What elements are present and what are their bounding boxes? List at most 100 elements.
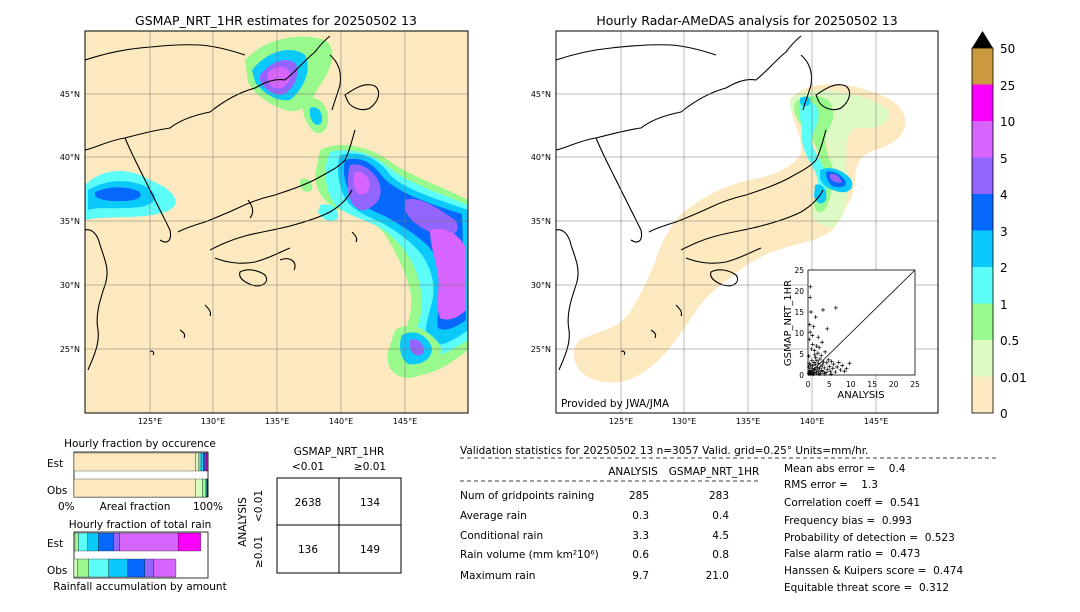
scatter-point <box>835 365 840 370</box>
fraction-bar-segment <box>203 452 205 472</box>
scatter-xtick-0: 0 <box>806 380 811 389</box>
validation-row-volume: Rain volume (mm km²10⁶) 0.6 0.8 <box>460 549 729 561</box>
right-lat-labels: 45°N 40°N 35°N 30°N 25°N <box>531 90 551 354</box>
cb-label-25: 25 <box>1000 79 1015 93</box>
cb-label-0.01: 0.01 <box>1000 371 1027 385</box>
scatter-point <box>808 330 813 335</box>
cb-label-0.5: 0.5 <box>1000 334 1019 348</box>
scatter-point <box>817 366 822 371</box>
scatter-point <box>811 360 816 365</box>
left-lon-145: 145°E <box>393 417 417 426</box>
scatter-ytick-10: 10 <box>794 329 804 338</box>
scatter-xlabel: ANALYSIS <box>837 390 884 401</box>
scatter-ytick-20: 20 <box>794 287 804 296</box>
scatter-point <box>807 322 812 327</box>
scatter-point <box>816 361 821 366</box>
score-hk: Hanssen & Kuipers score = 0.474 <box>784 565 963 577</box>
scatter-ytick-0: 0 <box>799 371 804 380</box>
contingency-side-label: ANALYSIS <box>237 497 249 547</box>
validation-row-gsmap: 21.0 <box>706 570 729 582</box>
scatter-point <box>807 337 812 342</box>
fraction-bar-segment <box>202 478 207 498</box>
right-lon-125: 125°E <box>609 417 633 426</box>
radar-credit: Provided by JWA/JMA <box>561 398 670 410</box>
colorbar-box <box>972 340 993 377</box>
scatter-point <box>842 369 847 374</box>
validation-row-gsmap: 0.4 <box>712 510 729 522</box>
contingency-col-ge: ≥0.01 <box>354 461 386 473</box>
cb-label-50: 50 <box>1000 42 1015 56</box>
fraction-bar-segment <box>119 532 179 552</box>
scatter-point <box>838 367 843 372</box>
left-lat-45: 45°N <box>60 90 80 99</box>
validation-col-gsmap: GSMAP_NRT_1HR <box>669 466 760 478</box>
left-map-title: GSMAP_NRT_1HR estimates for 20250502 13 <box>135 13 417 28</box>
validation-scores: Mean abs error = 0.4 RMS error = 1.3 Cor… <box>784 463 963 594</box>
scatter-point <box>840 363 845 368</box>
contingency-row-ge: ≥0.01 <box>253 536 265 568</box>
total-rain-est-label: Est <box>47 538 63 550</box>
validation-row-gridpoints: Num of gridpoints raining 285 283 <box>460 490 729 502</box>
scatter-point <box>809 346 814 351</box>
scatter-point <box>847 361 852 366</box>
fraction-bar-segment <box>207 452 209 472</box>
validation-row-gsmap: 283 <box>709 490 729 502</box>
validation-col-analysis: ANALYSIS <box>608 466 658 478</box>
colorbar-box <box>972 121 993 158</box>
scatter-point <box>820 369 825 374</box>
fraction-bar-segment <box>198 452 201 472</box>
scatter-xtick-25: 25 <box>910 380 920 389</box>
scatter-point <box>813 355 818 360</box>
scatter-point <box>808 284 813 289</box>
scatter-point <box>808 310 813 314</box>
fraction-bar-segment <box>195 478 203 498</box>
left-lon-labels: 125°E 130°E 135°E 140°E 145°E <box>138 417 417 426</box>
scatter-point <box>810 363 815 368</box>
scatter-point <box>817 372 822 377</box>
total-rain-footer: Rainfall accumulation by amount <box>53 581 226 593</box>
scatter-point <box>806 365 811 370</box>
scatter-point <box>812 352 817 357</box>
scatter-point <box>817 345 822 350</box>
left-lat-30: 30°N <box>60 281 80 290</box>
cb-label-2: 2 <box>1000 261 1008 275</box>
right-lon-135: 135°E <box>736 417 760 426</box>
cb-label-3: 3 <box>1000 225 1008 239</box>
contingency-col-lt: <0.01 <box>292 461 324 473</box>
right-lon-145: 145°E <box>864 417 888 426</box>
scatter-point <box>821 359 826 364</box>
scatter-point <box>828 369 833 374</box>
scatter-point <box>813 362 818 367</box>
left-lon-130: 130°E <box>201 417 225 426</box>
left-lat-25: 25°N <box>60 345 80 354</box>
score-rmse: RMS error = 1.3 <box>784 479 878 491</box>
scatter-point <box>809 358 814 363</box>
colorbar-box <box>972 230 993 267</box>
fraction-bar-segment <box>113 532 120 552</box>
validation-row-analysis: 0.3 <box>632 510 649 522</box>
contingency-cell-a: 2638 <box>295 497 322 509</box>
right-lat-35: 35°N <box>531 217 551 226</box>
occurrence-axis-mid: Areal fraction <box>100 501 171 513</box>
validation-row-analysis: 9.7 <box>632 570 649 582</box>
left-gridlines <box>85 31 468 413</box>
scatter-point <box>809 366 814 371</box>
validation-row-average: Average rain 0.3 0.4 <box>460 510 729 522</box>
left-rain-field <box>85 36 468 378</box>
validation-row-label: Num of gridpoints raining <box>460 490 594 502</box>
scatter-point <box>815 365 820 370</box>
scatter-point <box>815 351 820 356</box>
score-far: False alarm ratio = 0.473 <box>784 548 920 560</box>
scatter-point <box>812 348 817 353</box>
fraction-bar-segment <box>77 558 89 578</box>
total-rain-bars <box>73 532 201 578</box>
colorbar-box <box>972 267 993 304</box>
cb-label-5: 5 <box>1000 152 1008 166</box>
validation-row-conditional: Conditional rain 3.3 4.5 <box>460 530 729 542</box>
scatter-point <box>810 333 815 338</box>
scatter-point <box>836 360 841 365</box>
occurrence-chart: Hourly fraction by occurence Est Obs 0% … <box>47 438 223 513</box>
right-map-title: Hourly Radar-AMeDAS analysis for 2025050… <box>596 13 897 28</box>
fraction-bar-segment <box>88 558 109 578</box>
